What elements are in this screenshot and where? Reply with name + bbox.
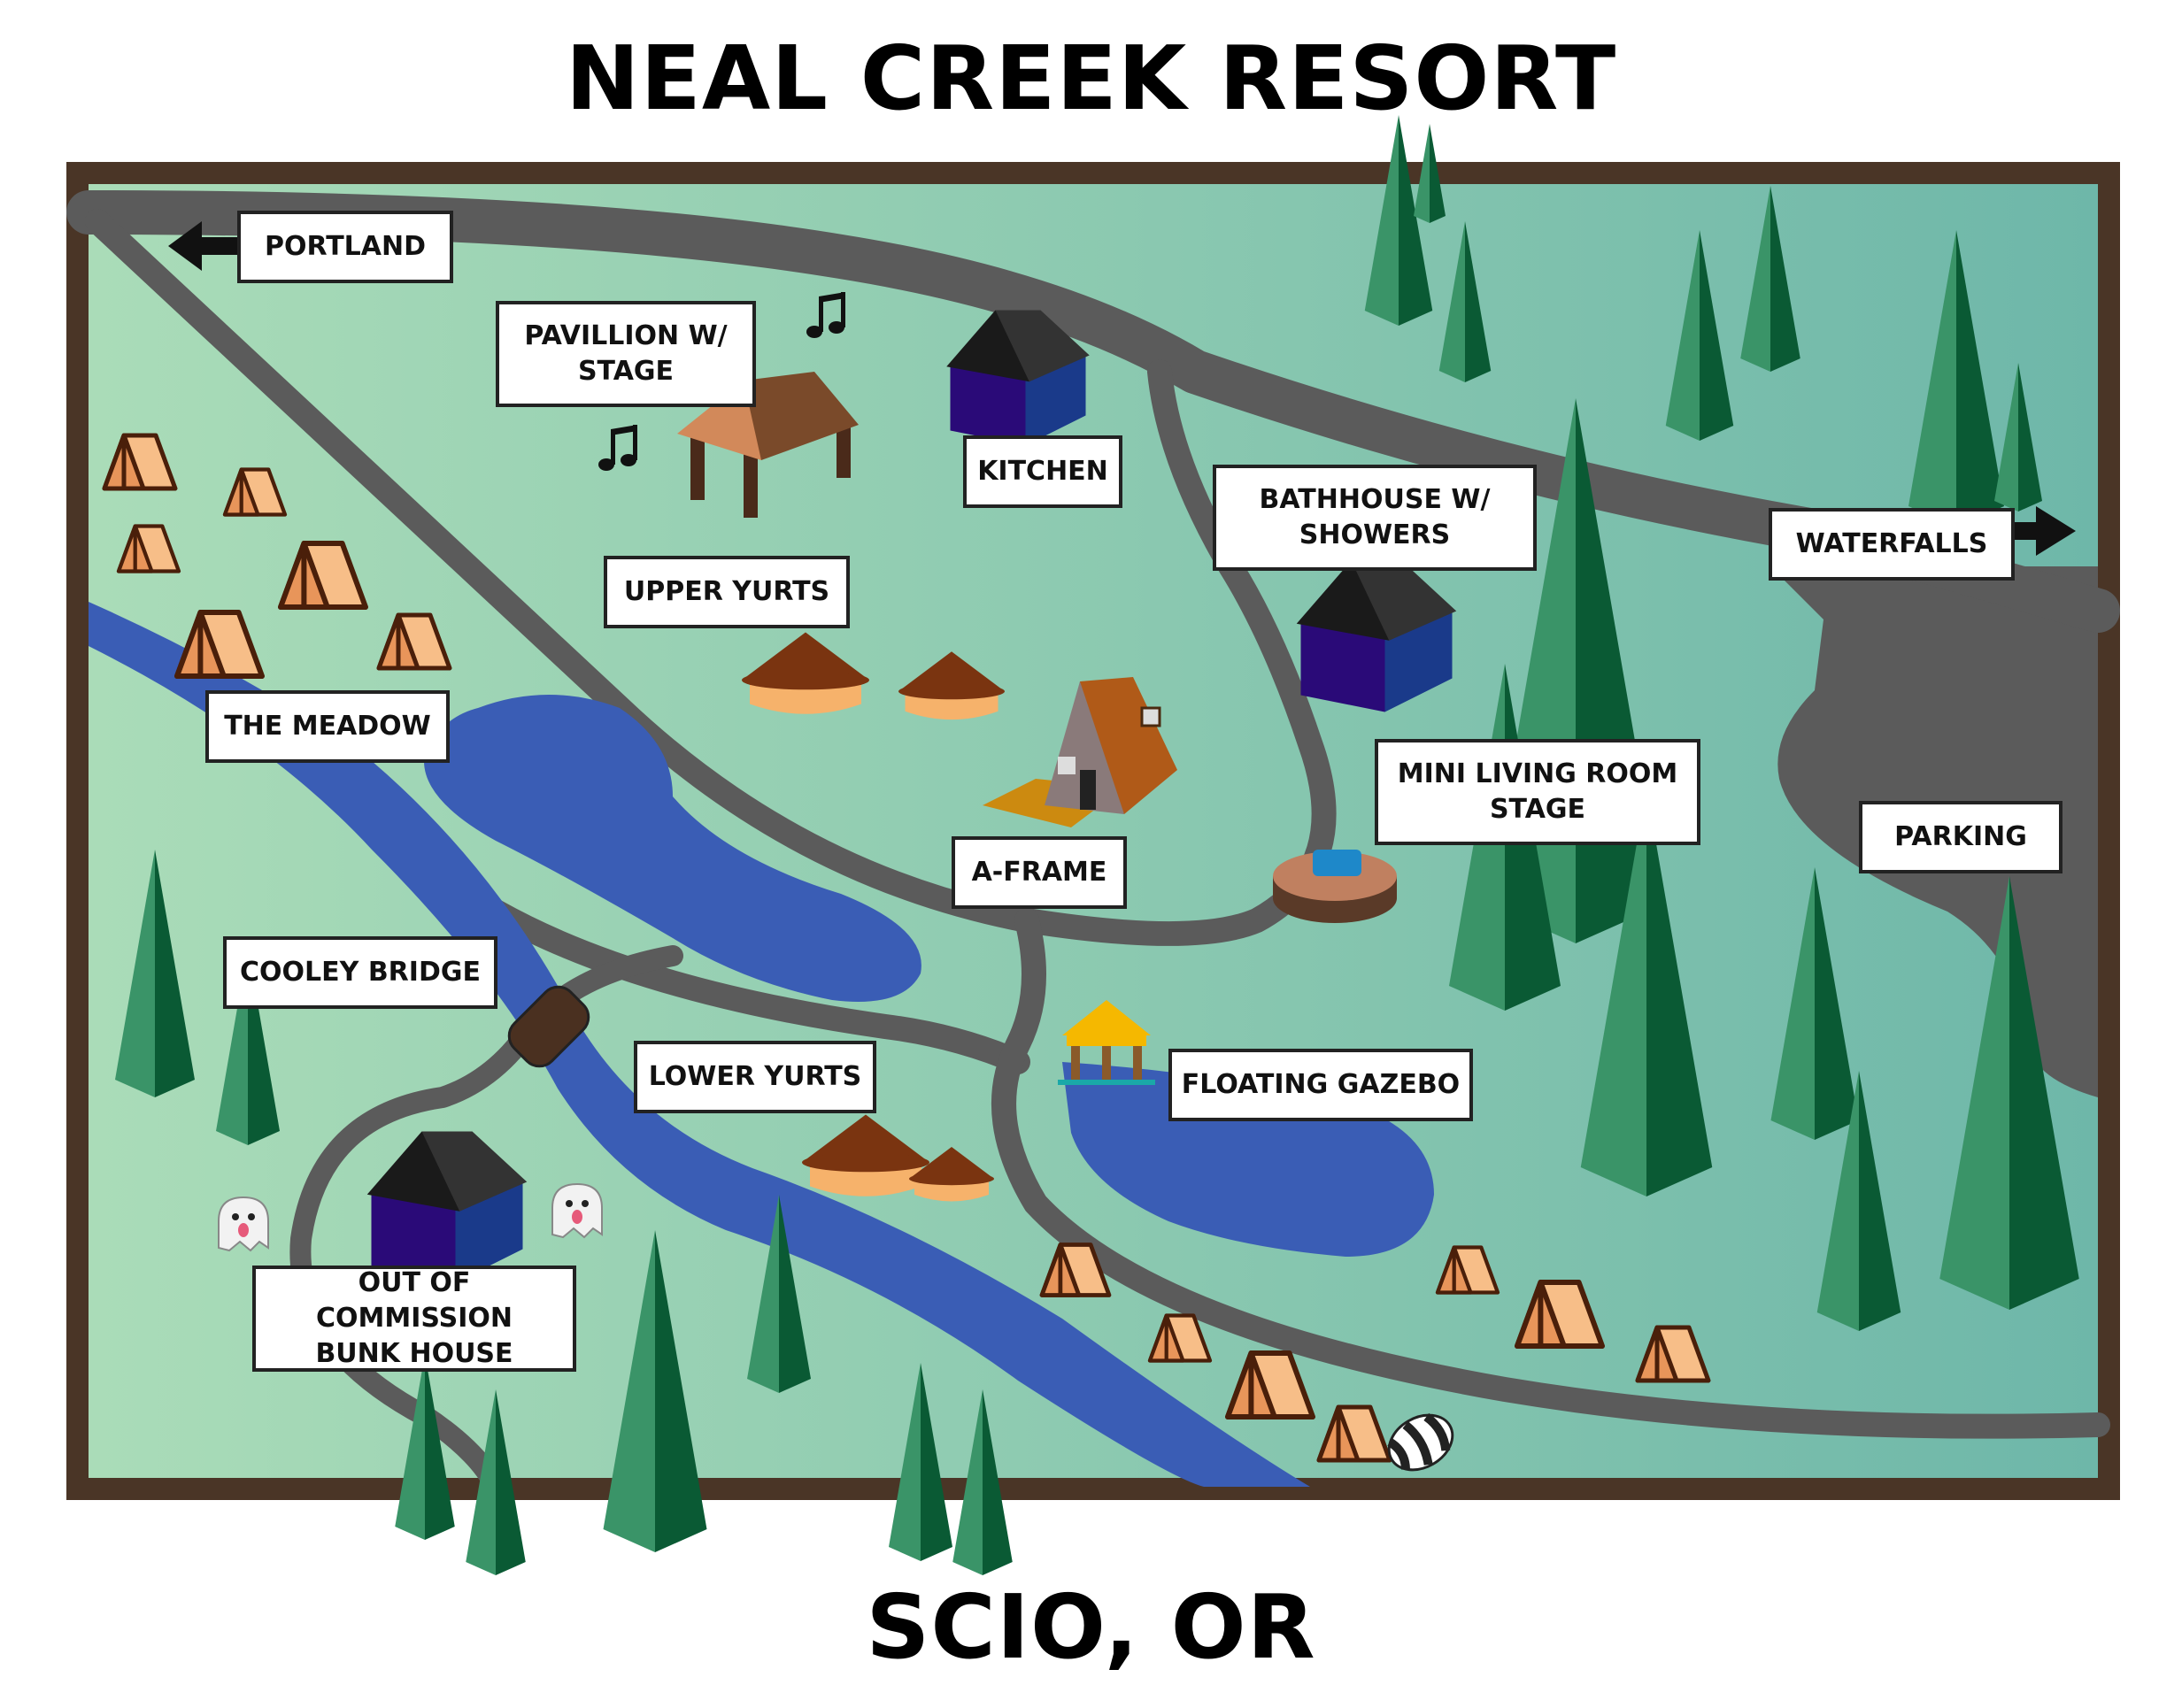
label-parking[interactable]: PARKING	[1859, 801, 2062, 873]
label-upper-yurts[interactable]: UPPER YURTS	[604, 556, 850, 628]
label-kitchen[interactable]: KITCHEN	[963, 435, 1122, 508]
road-aframe-down[interactable]	[991, 908, 2110, 1439]
label-floating-gazebo[interactable]: FLOATING GAZEBO	[1168, 1049, 1473, 1121]
label-bathhouse[interactable]: BATHHOUSE W/ SHOWERS	[1213, 465, 1537, 571]
label-the-meadow[interactable]: THE MEADOW	[205, 690, 450, 763]
a-frame-building[interactable]	[983, 677, 1177, 827]
label-portland[interactable]: PORTLAND	[237, 211, 453, 283]
ghost-icon	[551, 1182, 603, 1239]
label-bunk-house[interactable]: OUT OF COMMISSION BUNK HOUSE	[252, 1266, 576, 1372]
pavilion-building[interactable]	[677, 372, 859, 518]
label-a-frame[interactable]: A-FRAME	[952, 836, 1127, 909]
label-cooley-bridge[interactable]: COOLEY BRIDGE	[223, 936, 497, 1009]
label-waterfalls[interactable]: WATERFALLS	[1769, 508, 2015, 581]
raccoon-tail-icon	[1387, 1412, 1454, 1472]
arrow-right-icon[interactable]	[2009, 506, 2076, 556]
map-title: NEAL CREEK RESORT	[565, 27, 1617, 130]
map-subtitle: SCIO, OR	[866, 1575, 1316, 1679]
label-mini-living-room[interactable]: MINI LIVING ROOM STAGE	[1375, 739, 1700, 845]
music-note-icon	[598, 425, 637, 471]
ghost-icon	[218, 1196, 269, 1252]
mini-stage[interactable]	[1273, 850, 1397, 923]
floating-gazebo[interactable]	[1058, 1000, 1155, 1085]
cooley-bridge-structure[interactable]	[502, 980, 596, 1073]
road-portland-diagonal[interactable]	[85, 209, 1337, 946]
label-lower-yurts[interactable]: LOWER YURTS	[634, 1041, 876, 1113]
label-pavilion[interactable]: PAVILLION W/ STAGE	[496, 301, 756, 407]
arrow-left-icon[interactable]	[168, 221, 239, 271]
river	[89, 602, 1310, 1487]
music-note-icon	[806, 292, 845, 338]
upper-lake	[424, 695, 921, 1002]
